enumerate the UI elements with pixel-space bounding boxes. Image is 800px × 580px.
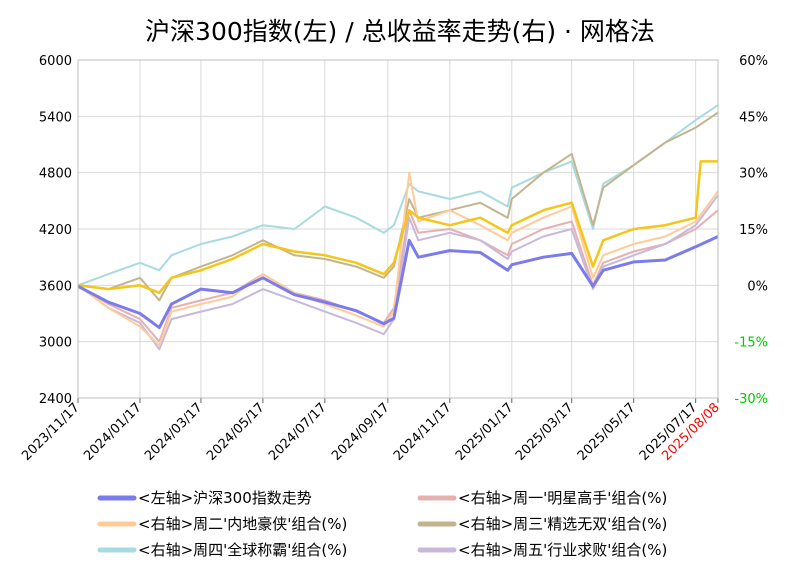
right-tick-label: 45%: [739, 110, 768, 125]
right-tick-label: -15%: [734, 336, 768, 351]
x-tick-label: 2025/01/17: [453, 400, 517, 464]
series-line-zhou2_highlight: [77, 160, 718, 295]
left-tick-label: 3000: [39, 336, 72, 351]
right-tick-label: 15%: [739, 223, 768, 238]
legend-label-zhou2: <右轴>周二'内地豪侠'组合(%): [138, 515, 347, 533]
x-tick-label: 2024/07/17: [266, 400, 330, 464]
grid: [77, 59, 718, 399]
right-tick-label: 60%: [739, 54, 768, 69]
x-tick-label: 2023/11/17: [19, 400, 83, 464]
x-tick-label: 2024/09/17: [329, 400, 393, 464]
left-tick-label: 2400: [39, 392, 72, 407]
x-tick-label: 2025/03/17: [513, 400, 577, 464]
left-tick-label: 4800: [39, 167, 72, 182]
series-line-hs300: [77, 235, 719, 330]
x-tick-label: 2024/01/17: [81, 400, 145, 464]
legend-label-zhou3: <右轴>周三'精选无双'组合(%): [458, 515, 667, 533]
legend-label-hs300: <左轴>沪深300指数走势: [138, 489, 312, 507]
axes: 2400 3000 3600 4200 4800 5400 6000 -30% -15% 0% 15…: [19, 54, 768, 464]
series-line-zhou4: [77, 104, 719, 287]
x-tick-label: 2025/05/17: [575, 400, 639, 464]
series-line-zhou2: [77, 171, 719, 347]
legend-label-zhou4: <右轴>周四'全球称霸'组合(%): [138, 541, 347, 559]
legend-label-zhou1: <右轴>周一'明星高手'组合(%): [458, 489, 667, 507]
x-tick-label: 2024/05/17: [204, 400, 268, 464]
legend-label-zhou5: <右轴>周五'行业求败'组合(%): [458, 541, 667, 559]
right-tick-label: 30%: [739, 167, 768, 182]
right-tick-label: -30%: [734, 392, 768, 407]
legend: <左轴>沪深300指数走势 <右轴>周一'明星高手'组合(%) <右轴>周二'内地豪…: [97, 489, 667, 559]
series-lines: [77, 104, 719, 351]
left-tick-label: 6000: [39, 54, 72, 69]
chart-title: 沪深300指数(左) / 总收益率走势(右) · 网格法: [145, 17, 655, 46]
x-tick-label: 2024/11/17: [391, 400, 455, 464]
x-tick-label: 2024/03/17: [142, 400, 206, 464]
left-tick-label: 3600: [39, 279, 72, 294]
plot-frame: [77, 59, 719, 399]
right-tick-label: 0%: [747, 279, 768, 294]
left-tick-label: 4200: [39, 223, 72, 238]
left-tick-label: 5400: [39, 110, 72, 125]
